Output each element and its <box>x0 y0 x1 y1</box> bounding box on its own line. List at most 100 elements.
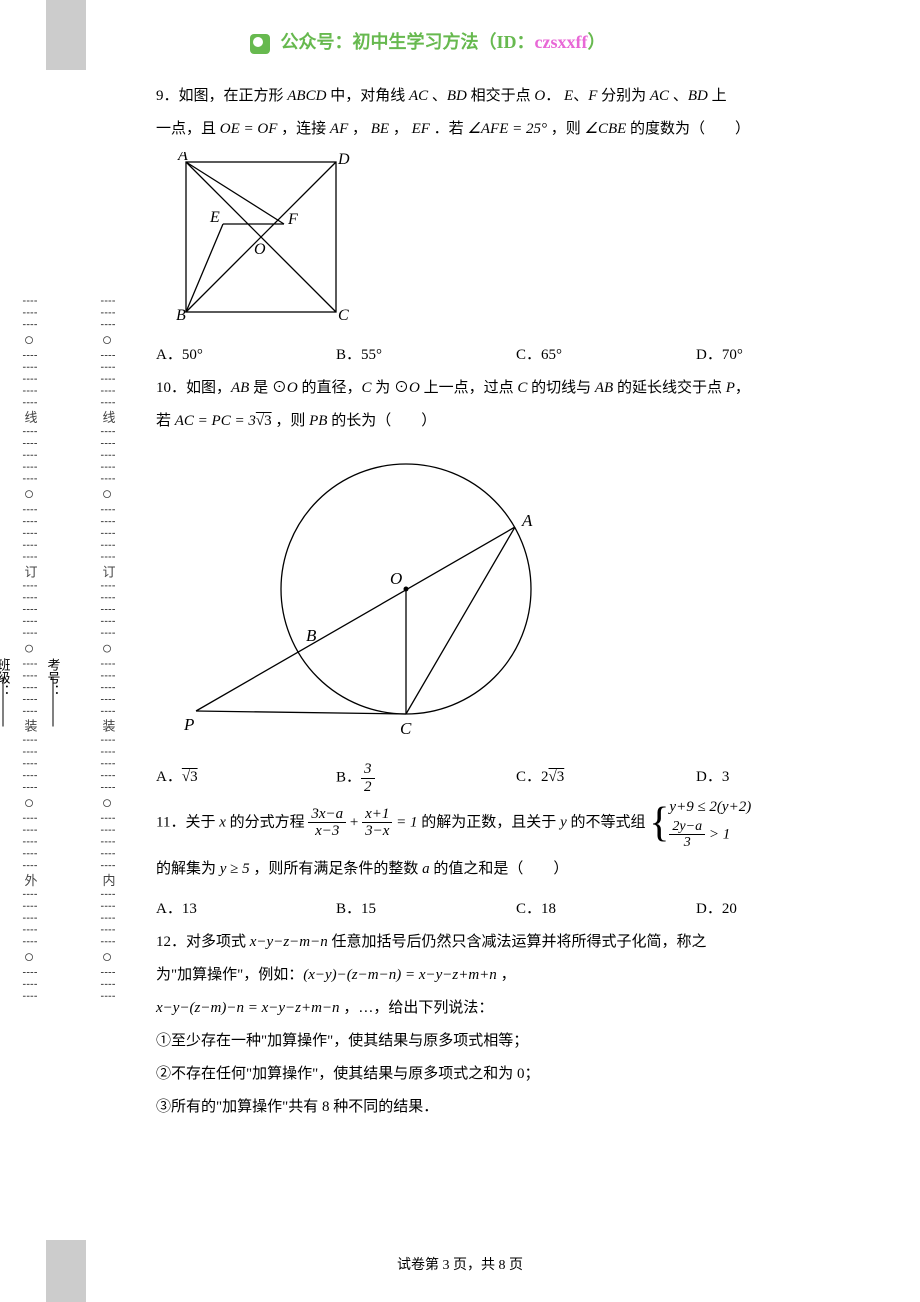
question-9: 9．如图，在正方形 ABCD 中，对角线 AC 、BD 相交于点 O． E、F … <box>156 80 876 146</box>
q10-opt-b: B．32 <box>336 761 516 795</box>
q11-opt-d: D．20 <box>696 893 876 926</box>
q9-t: ，连接 <box>277 121 330 137</box>
q9-t: 、 <box>573 88 588 104</box>
q10-figure: O A B C P <box>166 444 876 757</box>
q9-be: BE <box>371 121 389 137</box>
q10-t: 为 ⊙ <box>371 380 409 396</box>
svg-text:F: F <box>287 211 298 228</box>
q11-t: 11．关于 <box>156 814 219 830</box>
q9-angle2: ∠CBE <box>585 121 627 137</box>
svg-text:O: O <box>254 241 266 258</box>
q9-t: ， <box>389 121 412 137</box>
q9-ac2: AC <box>650 88 669 104</box>
q10-t: 上一点，过点 <box>420 380 518 396</box>
svg-text:D: D <box>337 152 350 168</box>
q9-t: 、 <box>669 88 688 104</box>
q9-t: ． <box>545 88 564 104</box>
q10-t: 的直径， <box>298 380 362 396</box>
q11-x: x <box>219 814 226 830</box>
q9-t: ，则 <box>547 121 585 137</box>
q9-f: F <box>588 88 597 104</box>
q12-s2: ②不存在任何"加算操作"，使其结果与原多项式之和为 0； <box>156 1066 540 1082</box>
q9-bd: BD <box>447 88 467 104</box>
q11-t: 的值之和是（ ） <box>430 861 569 877</box>
q10-opt-a: A．√3 <box>156 761 336 795</box>
q10-eq: AC = PC = 3 <box>175 413 256 429</box>
q9-t: 一点，且 <box>156 121 220 137</box>
q11-a: a <box>422 861 430 877</box>
gray-strip-top <box>46 0 86 70</box>
svg-text:O: O <box>390 569 402 588</box>
q10-t: 若 <box>156 413 175 429</box>
q10-options: A．√3 B．32 C．2√3 D．3 <box>156 761 876 795</box>
q11-system: { y+9 ≤ 2(y+2) 2y−a3 > 1 <box>649 795 751 851</box>
q10-t: 的切线与 <box>527 380 595 396</box>
q11-t: 的解为正数，且关于 <box>421 814 560 830</box>
q10-o2: O <box>409 380 420 396</box>
q9-text: 9．如图，在正方形 <box>156 88 287 104</box>
q12-poly: x−y−z−m−n <box>250 934 328 950</box>
q9-t: ．若 <box>430 121 468 137</box>
page-footer: 试卷第 3 页，共 8 页 <box>0 1254 920 1274</box>
q10-opt-d: D．3 <box>696 761 876 795</box>
q10-o: O <box>287 380 298 396</box>
q9-options: A．50° B．55° C．65° D．70° <box>156 339 876 372</box>
q11-t: 的解集为 <box>156 861 220 877</box>
q12-s1: ①至少存在一种"加算操作"，使其结果与原多项式相等； <box>156 1033 528 1049</box>
q10-t: 是 ⊙ <box>249 380 287 396</box>
q12-t: 任意加括号后仍然只含减法运算并将所得式子化简，称之 <box>328 934 707 950</box>
q9-o: O <box>534 88 545 104</box>
binding-margin-inner: ┊┊┊○┊┊┊┊┊线┊┊┊┊┊○┊┊┊┊┊订┊┊┊┊┊○┊┊┊┊┊装┊┊┊┊┊○… <box>96 0 118 1302</box>
q9-e: E <box>564 88 573 104</box>
q11-opt-b: B．15 <box>336 893 516 926</box>
q11-plus: + <box>346 814 362 830</box>
q9-ac: AC <box>409 88 428 104</box>
q9-opt-b: B．55° <box>336 339 516 372</box>
q10-pb: PB <box>309 413 327 429</box>
q9-ef: EF <box>412 121 430 137</box>
svg-text:B: B <box>176 307 186 322</box>
q9-af: AF <box>330 121 348 137</box>
q12-s3: ③所有的"加算操作"共有 8 种不同的结果． <box>156 1099 438 1115</box>
q10-t: 10．如图， <box>156 380 231 396</box>
watermark-text: 公众号：初中生学习方法（ID： <box>281 32 535 52</box>
q9-opt-d: D．70° <box>696 339 876 372</box>
q11-ycond: y ≥ 5 <box>220 861 250 877</box>
q12-t: ， <box>497 967 516 983</box>
q9-t: 的度数为（ ） <box>626 121 750 137</box>
watermark-id: czsxxff <box>535 32 588 52</box>
q9-bd2: BD <box>688 88 708 104</box>
q10-opt-c: C．2√3 <box>516 761 696 795</box>
svg-text:B: B <box>306 626 317 645</box>
q11-eq: = 1 <box>392 814 417 830</box>
q10-t: ， <box>735 380 750 396</box>
q10-c: C <box>361 380 371 396</box>
q11-t: 的分式方程 <box>226 814 309 830</box>
q11-opt-a: A．13 <box>156 893 336 926</box>
q12-t: 为"加算操作"，例如： <box>156 967 303 983</box>
q10-c2: C <box>517 380 527 396</box>
q11-t: ，则所有满足条件的整数 <box>250 861 423 877</box>
q9-t: 中，对角线 <box>326 88 409 104</box>
wechat-icon <box>250 34 270 54</box>
svg-text:P: P <box>183 715 194 734</box>
q12-t: ，…，给出下列说法： <box>340 1000 494 1016</box>
q10-t: ，则 <box>272 413 310 429</box>
exam-content: 9．如图，在正方形 ABCD 中，对角线 AC 、BD 相交于点 O． E、F … <box>156 80 876 1130</box>
svg-text:C: C <box>338 307 349 322</box>
q11-options: A．13 B．15 C．18 D．20 <box>156 893 876 926</box>
q9-angle1: ∠AFE = 25° <box>467 121 547 137</box>
binding-margin-outer: ┊┊┊○┊┊┊┊┊线┊┊┊┊┊○┊┊┊┊┊订┊┊┊┊┊○┊┊┊┊┊装┊┊┊┊┊○… <box>18 0 40 1302</box>
q11-t: 的不等式组 <box>567 814 650 830</box>
q12-ex1: (x−y)−(z−m−n) = x−y−z+m+n <box>303 967 497 983</box>
svg-text:A: A <box>177 152 188 164</box>
q10-ab: AB <box>231 380 249 396</box>
q9-opt-a: A．50° <box>156 339 336 372</box>
question-12: 12．对多项式 x−y−z−m−n 任意加括号后仍然只含减法运算并将所得式子化简… <box>156 926 876 1124</box>
q10-sqrt: √3 <box>256 413 272 429</box>
q9-t: 上 <box>708 88 727 104</box>
q10-p: P <box>726 380 735 396</box>
question-10: 10．如图，AB 是 ⊙O 的直径，C 为 ⊙O 上一点，过点 C 的切线与 A… <box>156 372 876 438</box>
q9-t: 分别为 <box>597 88 650 104</box>
question-11: 11．关于 x 的分式方程 3x−ax−3 + x+13−x = 1 的解为正数… <box>156 795 876 887</box>
